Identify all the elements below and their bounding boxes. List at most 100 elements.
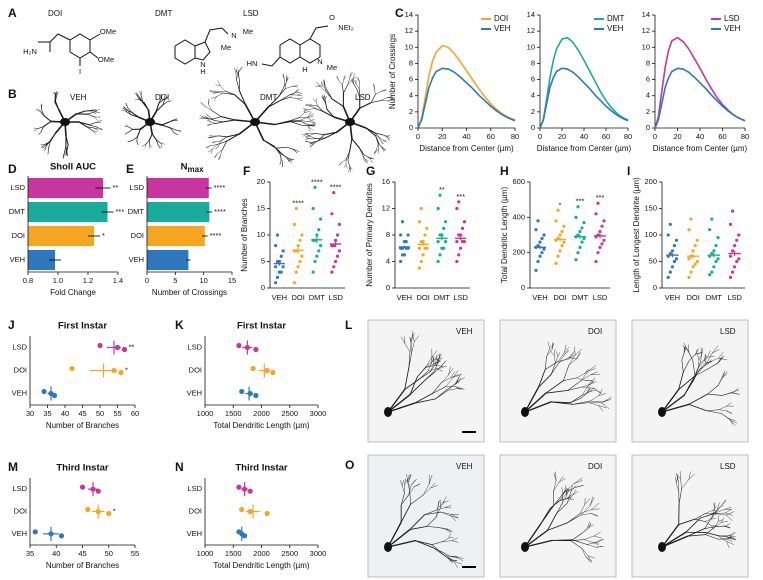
series-line — [654, 67, 746, 129]
data-point — [274, 244, 278, 248]
dendrite — [309, 133, 315, 136]
dendrite — [204, 106, 213, 111]
data-point — [708, 228, 712, 232]
x-tick-label: LSD — [328, 293, 343, 302]
data-point — [79, 484, 86, 490]
dendrite — [448, 533, 451, 539]
dendrite — [572, 489, 577, 496]
dendrite — [430, 482, 436, 489]
dendrite — [447, 388, 458, 391]
dendrite — [222, 92, 235, 95]
dendrite — [587, 521, 590, 528]
x-tick-label: 10 — [199, 276, 207, 285]
data-point — [574, 215, 578, 219]
x-tick-label: 3000 — [310, 409, 327, 418]
data-point — [672, 259, 677, 264]
dendrite — [66, 151, 68, 157]
x-tick-label: 60 — [718, 132, 726, 141]
dendrite — [320, 86, 327, 92]
dendrite — [555, 356, 559, 364]
dendrite — [286, 157, 291, 163]
data-point — [275, 233, 280, 237]
dendrite — [661, 394, 685, 413]
data-point — [710, 270, 714, 274]
data-point — [419, 259, 423, 264]
soma — [521, 542, 529, 552]
dendrite — [547, 513, 557, 531]
x-tick-label: DMT — [706, 293, 723, 302]
data-point — [602, 238, 606, 242]
dendrite — [593, 388, 601, 394]
data-point — [236, 342, 242, 349]
dendrite — [404, 367, 410, 390]
dendrite — [135, 92, 140, 97]
data-point — [691, 249, 695, 253]
y-tick-label: 2 — [646, 107, 650, 116]
doi-bond — [89, 33, 101, 41]
dendrite — [570, 395, 583, 403]
data-point — [460, 226, 465, 230]
dendrite — [321, 82, 325, 86]
dendrite — [585, 556, 591, 563]
dendrite — [379, 137, 382, 142]
dendrite — [207, 119, 212, 123]
dendrite — [695, 348, 699, 355]
dendrite — [290, 121, 303, 126]
dendrite — [553, 491, 565, 507]
dendrite — [289, 92, 295, 98]
dendrite — [206, 124, 211, 126]
data-point — [562, 224, 566, 228]
dendrite — [544, 356, 547, 370]
dendrite — [121, 110, 127, 112]
x-tick-label: DOI — [291, 293, 304, 302]
soma — [384, 542, 392, 552]
data-point — [578, 229, 582, 234]
dendrite — [693, 367, 699, 380]
chart-title: First Instar — [237, 321, 286, 332]
data-point — [730, 249, 735, 253]
dendrite — [455, 386, 461, 390]
dendrite — [404, 478, 407, 485]
significance: *** — [456, 192, 465, 201]
dendrite — [724, 509, 732, 514]
x-axis-label: Number of Branches — [46, 561, 119, 570]
x-tick-label: 1000 — [197, 549, 214, 558]
micrograph-frame — [631, 319, 749, 443]
data-point — [594, 212, 598, 216]
soma — [250, 118, 260, 126]
data-point — [689, 217, 693, 221]
data-point — [404, 240, 408, 244]
dendrite — [210, 149, 213, 154]
dendrite — [387, 388, 406, 413]
data-point — [444, 220, 448, 224]
dendrite — [441, 553, 451, 561]
dendrite — [199, 117, 206, 119]
y-tick-label: 150 — [644, 203, 657, 212]
data-point — [598, 245, 602, 249]
dendrite — [220, 116, 236, 121]
dendrite — [383, 140, 387, 143]
dendrite — [600, 402, 610, 409]
y-tick-label: LSD — [129, 183, 144, 192]
y-tick-label: 0 — [531, 123, 535, 132]
dendrite — [557, 358, 569, 362]
dendrite — [455, 556, 464, 559]
dendrite — [729, 419, 738, 424]
dendrite — [559, 498, 569, 501]
dendrite — [445, 529, 450, 533]
dendrite — [562, 495, 567, 504]
dendrite — [694, 368, 709, 377]
significance: **** — [292, 198, 304, 207]
dendrite — [347, 159, 350, 167]
data-point — [399, 259, 403, 264]
lsd-ring — [261, 56, 281, 67]
y-tick-label: 2 — [409, 107, 413, 116]
dendrite — [409, 379, 426, 396]
dendrite — [567, 493, 573, 499]
dendrite — [454, 378, 459, 385]
chart-title: Sholl AUC — [50, 162, 96, 173]
dendrite — [306, 135, 310, 139]
dendrite — [42, 120, 52, 128]
dmt-ring — [194, 41, 211, 61]
